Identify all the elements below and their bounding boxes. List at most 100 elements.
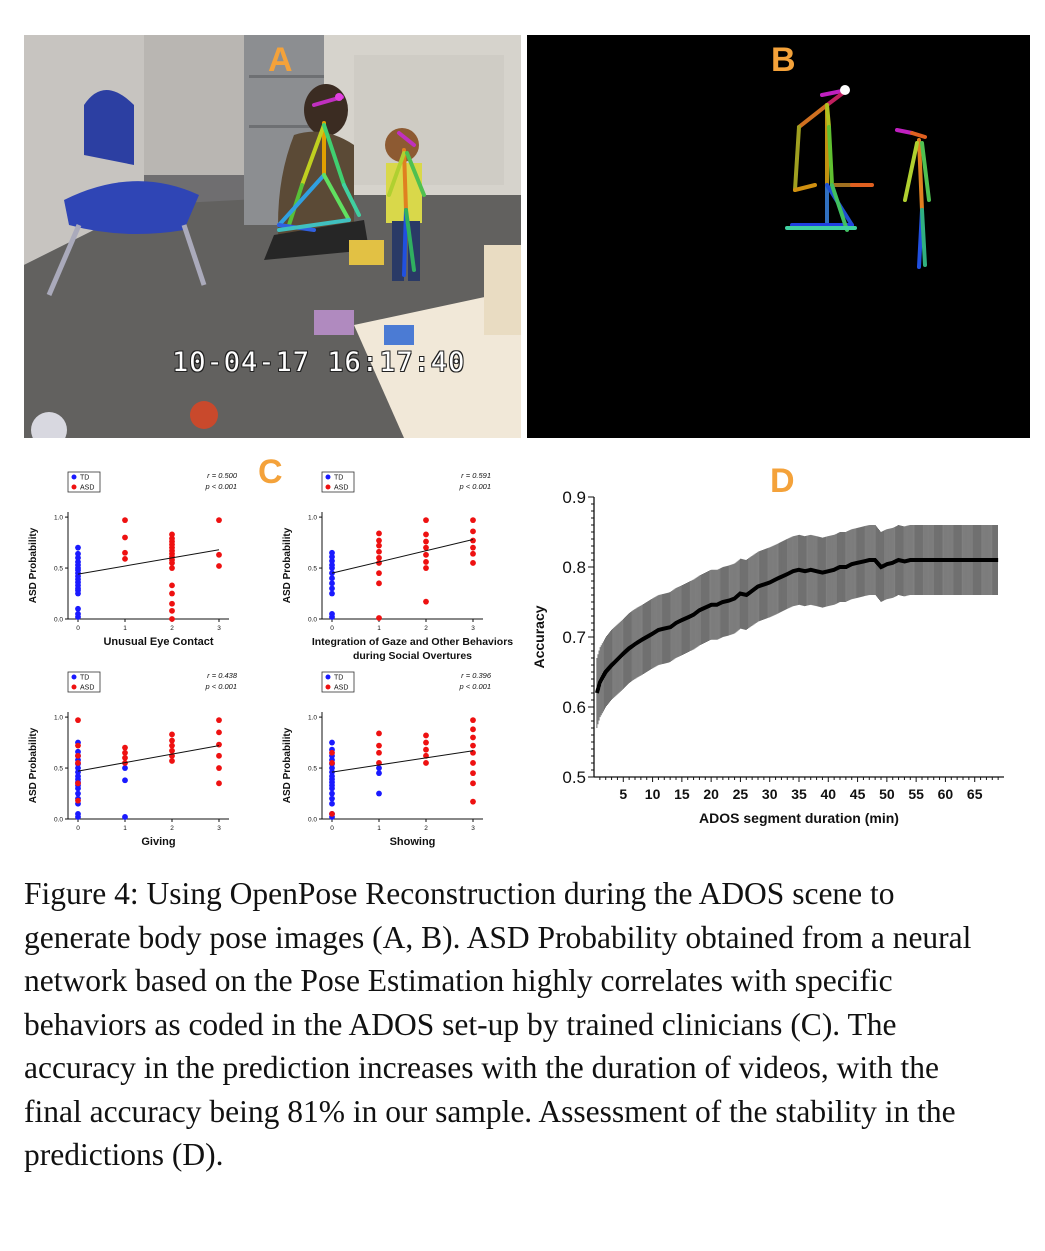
legend-marker-asd (325, 684, 331, 690)
asd-point (122, 555, 128, 562)
correlation-r: r = 0.396 (461, 671, 492, 680)
asd-point (423, 517, 429, 524)
asd-point (470, 726, 476, 733)
asd-point (169, 616, 175, 622)
x-tick-label: 2 (170, 625, 174, 632)
asd-point (376, 560, 382, 566)
asd-point (329, 811, 335, 817)
asd-point (216, 765, 222, 771)
td-point (376, 765, 382, 771)
legend-label-td: TD (334, 475, 343, 482)
x-tick-label: 10 (645, 786, 661, 802)
td-point (329, 795, 335, 802)
pose-skeleton-illustration (785, 85, 931, 269)
trend-line (77, 745, 220, 772)
legend-label-asd: ASD (334, 485, 348, 492)
x-tick-label: 3 (217, 625, 221, 632)
asd-point (470, 517, 476, 524)
asd-point (169, 747, 175, 754)
legend-marker-td (71, 474, 77, 480)
x-tick-label: 1 (377, 825, 381, 832)
x-tick-label: 20 (703, 786, 719, 802)
td-point (75, 559, 81, 565)
video-timestamp: 10-04-17 16:17:40 (172, 347, 466, 378)
td-point (329, 739, 335, 746)
asd-point (423, 760, 429, 766)
td-point (329, 800, 335, 807)
asd-point (376, 749, 382, 756)
asd-point (470, 780, 476, 787)
td-point (75, 605, 81, 612)
y-tick-label: 0.8 (562, 558, 586, 577)
y-axis-label: ASD Probability (28, 727, 39, 803)
td-point (75, 554, 81, 561)
accuracy-mean-line (595, 557, 999, 694)
x-tick-label: 35 (791, 786, 807, 802)
asd-point (329, 760, 335, 766)
y-axis-label: Accuracy (531, 605, 547, 668)
y-tick-label: 0.5 (562, 768, 586, 787)
asd-point (75, 760, 81, 766)
asd-point (169, 758, 175, 764)
td-point (75, 765, 81, 771)
asd-point (376, 548, 382, 555)
y-tick-label: 0.5 (308, 566, 317, 573)
legend-marker-td (71, 674, 77, 680)
asd-point (216, 780, 222, 787)
asd-point (470, 550, 476, 557)
scatter-plot-0: 0.0 0.5 1.0 0 1 2 3 ASD Probability Unusual Eye … (28, 471, 238, 648)
asd-point (423, 531, 429, 538)
td-point (329, 765, 335, 771)
legend-label-asd: ASD (80, 485, 94, 492)
x-tick-label: 1 (377, 625, 381, 632)
asd-point (122, 754, 128, 761)
scatter-integration-of-gaze: 0.0 0.5 1.0 0 1 2 3 ASD Probability Integration … (278, 462, 523, 662)
correlation-p: p < 0.001 (205, 682, 238, 691)
asd-point (75, 717, 81, 724)
asd-point (169, 565, 175, 571)
asd-point (376, 742, 382, 749)
correlation-p: p < 0.001 (459, 482, 492, 491)
td-point (329, 585, 335, 592)
td-point (329, 549, 335, 556)
y-axis-label: ASD Probability (282, 727, 293, 803)
td-point (329, 580, 335, 587)
asd-point (470, 717, 476, 724)
asd-point (470, 742, 476, 749)
panel-label-c: C (258, 453, 283, 491)
asd-point (423, 598, 429, 605)
accuracy-chart-svg: 0.5 0.6 0.7 0.8 0.9 5 10 15 20 25 30 35 40 45 50 55 60 65… (531, 488, 1004, 826)
y-tick-label: 1.0 (308, 715, 317, 722)
x-tick-label: 25 (733, 786, 749, 802)
x-tick-label: 60 (938, 786, 954, 802)
legend-marker-asd (71, 684, 77, 690)
td-point (329, 575, 335, 582)
legend-marker-td (325, 474, 331, 480)
y-tick-label: 0.5 (54, 566, 63, 573)
x-axis-label: during Social Overtures (353, 650, 472, 662)
legend-marker-asd (71, 484, 77, 490)
td-point (376, 790, 382, 797)
asd-point (122, 517, 128, 524)
asd-point (376, 537, 382, 544)
x-tick-label: 0 (76, 825, 80, 832)
td-point (75, 544, 81, 551)
asd-point (169, 737, 175, 744)
y-tick-label: 0.7 (562, 628, 586, 647)
y-axis-label: ASD Probability (28, 527, 39, 603)
asd-point (376, 730, 382, 737)
x-tick-label: 3 (471, 625, 475, 632)
legend-marker-asd (325, 484, 331, 490)
classroom-scene-illustration (24, 35, 521, 438)
y-tick-label: 0.0 (54, 617, 63, 624)
y-tick-label: 0.0 (54, 817, 63, 824)
asd-point (376, 615, 382, 621)
td-point (75, 611, 81, 617)
y-tick-label: 0.0 (308, 617, 317, 624)
td-point (75, 790, 81, 797)
legend-marker-td (325, 674, 331, 680)
video-frame-panel: A 10-04-17 16:17:40 (24, 35, 521, 438)
td-point (329, 611, 335, 617)
asd-point (75, 780, 81, 787)
panel-label-d: D (770, 462, 795, 500)
